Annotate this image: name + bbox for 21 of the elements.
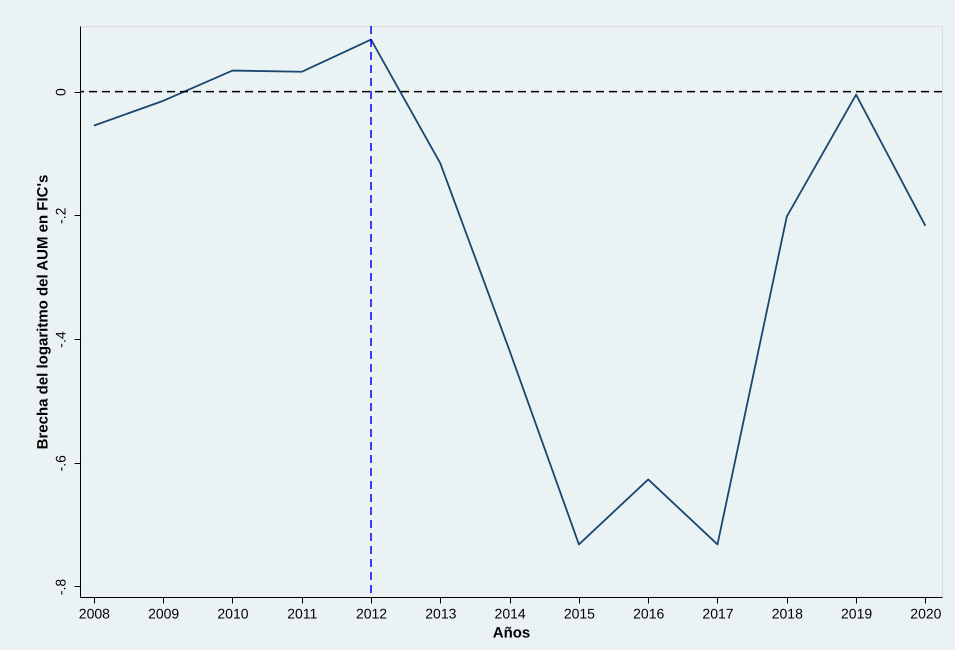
- x-tick-label: 2014: [494, 606, 526, 622]
- y-tick-label: -.6: [52, 454, 68, 472]
- line-series: [92, 38, 926, 546]
- x-tick-label: 2008: [78, 606, 110, 622]
- x-axis-title: Años: [492, 624, 530, 642]
- x-tick-label: 2020: [910, 606, 942, 622]
- y-axis-title: Brecha del logaritmo del AUM en FIC's: [34, 174, 52, 450]
- x-tick-label: 2013: [425, 606, 457, 622]
- x-tick-label: 2012: [356, 606, 388, 622]
- x-tick-label: 2016: [633, 606, 664, 622]
- x-tick-label: 2010: [217, 606, 249, 622]
- y-tick-label: -.2: [52, 207, 68, 224]
- x-tick-label: 2011: [287, 606, 318, 622]
- x-tick-label: 2019: [841, 606, 872, 622]
- y-tick-label: -.8: [52, 578, 68, 596]
- x-tick-label: 2015: [564, 606, 596, 622]
- x-tick-label: 2009: [148, 606, 180, 622]
- y-tick-label: 0: [52, 88, 68, 96]
- x-tick-label: 2017: [702, 606, 734, 622]
- x-tick-label: 2018: [772, 606, 804, 622]
- y-tick-label: -.4: [52, 331, 68, 348]
